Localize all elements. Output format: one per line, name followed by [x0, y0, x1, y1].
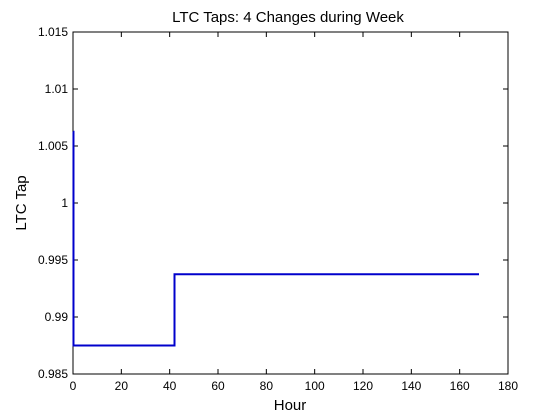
x-tick-label: 0	[70, 379, 77, 393]
x-tick-label: 60	[211, 379, 225, 393]
x-tick-label: 20	[115, 379, 129, 393]
series-layer	[72, 130, 479, 347]
y-tick-label: 0.985	[38, 367, 68, 381]
x-tick-label: 100	[305, 379, 325, 393]
y-tick-label: 1.005	[38, 139, 68, 153]
x-tick-label: 160	[450, 379, 470, 393]
x-tick-label: 80	[260, 379, 274, 393]
x-tick-label: 180	[498, 379, 518, 393]
chart-title: LTC Taps: 4 Changes during Week	[172, 9, 404, 26]
x-tick-label: 40	[163, 379, 177, 393]
y-tick-label: 1.015	[38, 25, 68, 39]
x-axis-label: Hour	[274, 397, 307, 414]
plot-area	[72, 31, 509, 375]
x-tick-label: 140	[401, 379, 421, 393]
y-tick-label: 0.99	[45, 310, 69, 324]
x-tick-label: 120	[353, 379, 373, 393]
y-tick-label: 1.01	[45, 82, 69, 96]
y-tick-label: 0.995	[38, 253, 68, 267]
x-axis: 0 20 40 60 80 100 120 140 160 180	[70, 32, 518, 393]
y-axis: 0.985 0.99 0.995 1 1.005 1.01 1.015	[38, 25, 508, 381]
y-tick-label: 1	[61, 196, 68, 210]
ltc-tap-series-line	[72, 130, 479, 347]
y-axis-label: LTC Tap	[13, 175, 30, 230]
